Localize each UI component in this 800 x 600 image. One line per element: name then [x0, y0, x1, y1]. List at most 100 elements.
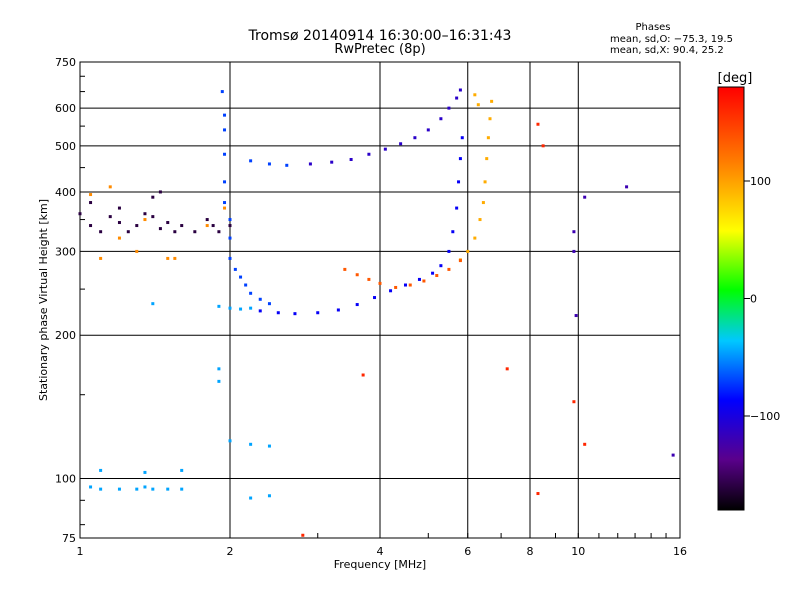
y-tick-label: 600 — [55, 102, 76, 115]
data-point — [228, 218, 232, 222]
data-point — [389, 289, 393, 293]
data-point — [135, 249, 139, 253]
data-point — [439, 264, 443, 268]
data-point — [541, 144, 545, 148]
data-point — [166, 487, 170, 491]
data-points — [78, 88, 675, 537]
data-point — [173, 230, 177, 234]
data-point — [233, 267, 237, 271]
y-tick-label: 500 — [55, 140, 76, 153]
data-point — [435, 274, 439, 278]
data-point — [473, 236, 477, 240]
data-point — [355, 273, 359, 277]
data-point — [249, 442, 253, 446]
data-point — [458, 88, 462, 92]
data-point — [180, 224, 184, 228]
data-point — [417, 277, 421, 281]
data-point — [223, 128, 227, 132]
x-tick-label: 6 — [464, 545, 471, 558]
data-point — [378, 281, 382, 285]
data-point — [89, 485, 93, 489]
data-point — [228, 256, 232, 260]
data-point — [572, 249, 576, 253]
x-axis-label: Frequency [MHz] — [334, 558, 426, 571]
data-point — [239, 307, 243, 311]
data-point — [244, 283, 248, 287]
data-point — [205, 224, 209, 228]
data-point — [473, 93, 477, 97]
data-point — [536, 492, 540, 496]
data-point — [180, 468, 184, 472]
data-point — [447, 106, 451, 110]
data-point — [166, 221, 170, 225]
data-point — [151, 302, 155, 306]
data-point — [431, 271, 435, 275]
data-point — [158, 227, 162, 231]
data-point — [478, 218, 482, 222]
data-point — [422, 279, 426, 283]
data-point — [89, 201, 93, 205]
data-point — [481, 201, 485, 205]
data-point — [267, 494, 271, 498]
data-point — [536, 122, 540, 126]
data-point — [89, 193, 93, 197]
x-tick-label: 4 — [377, 545, 384, 558]
phases-line-x: mean, sd,X: 90.4, 25.2 — [610, 45, 724, 56]
data-point — [413, 136, 417, 140]
data-point — [117, 236, 121, 240]
data-point — [249, 306, 253, 310]
colorbar-tick-label: 0 — [750, 293, 757, 306]
y-tick-label: 100 — [55, 473, 76, 486]
data-point — [239, 275, 243, 279]
data-point — [158, 190, 162, 194]
data-point — [143, 212, 147, 216]
chart-title: Tromsø 20140914 16:30:00–16:31:43 — [248, 28, 512, 44]
data-point — [490, 99, 494, 103]
data-point — [135, 487, 139, 491]
data-point — [355, 303, 359, 307]
data-point — [485, 157, 489, 161]
data-point — [399, 142, 403, 146]
data-point — [217, 367, 221, 371]
data-point — [151, 215, 155, 219]
data-point — [583, 195, 587, 199]
data-point — [223, 180, 227, 184]
data-point — [99, 468, 103, 472]
data-point — [336, 308, 340, 312]
data-point — [220, 90, 224, 94]
data-point — [117, 206, 121, 210]
data-point — [439, 117, 443, 121]
y-tick-label: 750 — [55, 56, 76, 69]
data-point — [173, 256, 177, 260]
data-point — [458, 259, 462, 263]
phases-heading: Phases — [635, 22, 670, 33]
y-tick-label: 300 — [55, 245, 76, 258]
data-point — [330, 160, 334, 164]
data-point — [117, 221, 121, 225]
data-point — [217, 230, 221, 234]
data-point — [117, 487, 121, 491]
x-axis-ticks: 1 2 4 6 8 10 16 — [77, 533, 687, 558]
data-point — [135, 224, 139, 228]
data-point — [211, 224, 215, 228]
data-point — [625, 185, 629, 189]
colorbar-label: [deg] — [718, 71, 753, 86]
data-point — [572, 400, 576, 404]
data-point — [447, 267, 451, 271]
data-point — [460, 136, 464, 140]
data-point — [143, 470, 147, 474]
data-point — [343, 267, 347, 271]
data-point — [486, 136, 490, 140]
data-point — [89, 224, 93, 228]
data-point — [99, 230, 103, 234]
data-point — [285, 163, 289, 167]
data-point — [267, 444, 271, 448]
chart-subtitle: RwPretec (8p) — [334, 42, 425, 57]
data-point — [572, 230, 576, 234]
colorbar — [717, 86, 745, 511]
data-point — [383, 147, 387, 151]
y-tick-label: 400 — [55, 186, 76, 199]
data-point — [223, 152, 227, 156]
data-point — [403, 283, 407, 287]
